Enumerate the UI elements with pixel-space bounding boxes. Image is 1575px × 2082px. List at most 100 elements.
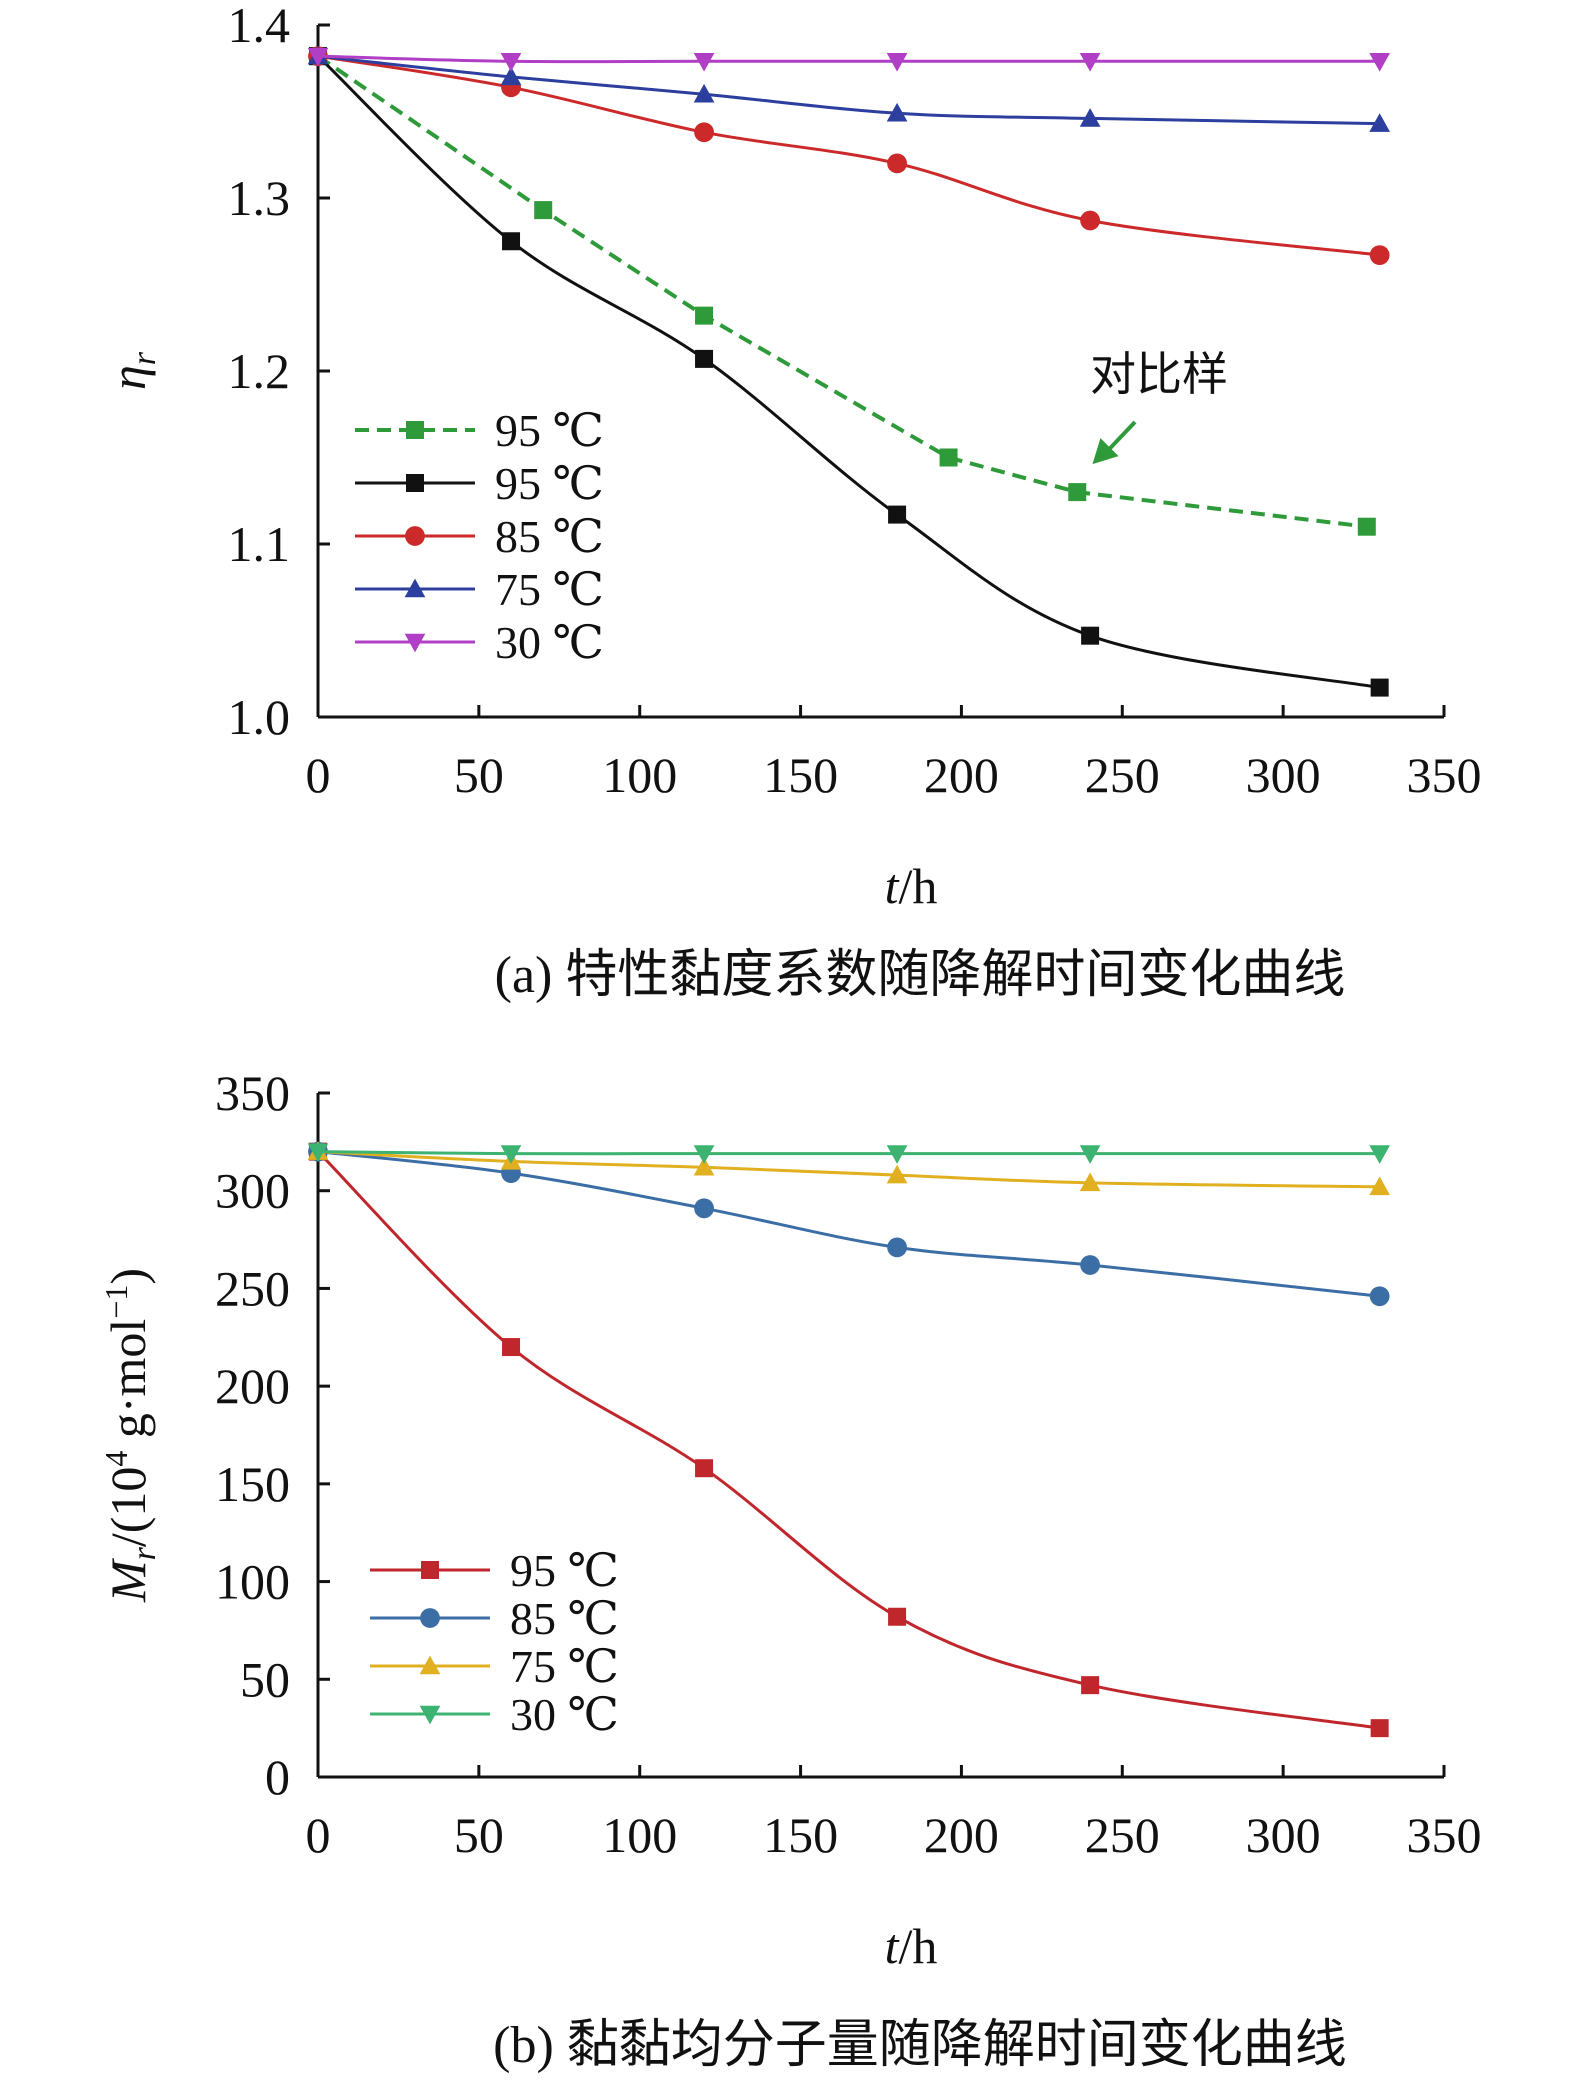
x-tick-label: 100 <box>602 747 677 803</box>
data-point <box>534 201 553 220</box>
chart-panel-a: 0 50 100 150 200 250 300 350 1.0 1.1 1.2 1.3 1.4 t/h η… <box>100 0 1482 1004</box>
y-axis-label: ηr <box>100 351 163 390</box>
data-point <box>1357 517 1376 536</box>
data-point <box>695 349 714 368</box>
data-point <box>886 1164 908 1184</box>
data-point <box>1369 245 1390 265</box>
x-tick-label: 150 <box>763 1807 838 1863</box>
series-4 <box>307 45 1391 132</box>
data-point <box>307 47 329 67</box>
data-point <box>1370 678 1389 697</box>
legend-label: 85 ℃ <box>495 511 604 562</box>
legend-label: 85 ℃ <box>510 1593 619 1644</box>
y-tick-label: 100 <box>215 1554 290 1610</box>
data-point <box>886 1145 908 1164</box>
data-point <box>886 102 908 122</box>
series-2 <box>309 47 1389 697</box>
x-tick-label: 250 <box>1085 747 1160 803</box>
x-tick-label: 200 <box>924 747 999 803</box>
x-axis-label: t/h <box>885 858 938 914</box>
data-point <box>694 122 714 143</box>
y-tick-label: 1.0 <box>228 689 291 745</box>
x-tick-label: 350 <box>1407 747 1482 803</box>
data-point <box>694 1198 714 1219</box>
legend-item: 95 ℃ <box>355 458 604 509</box>
legend-item: 30 ℃ <box>370 1689 619 1740</box>
legend-marker <box>404 578 426 598</box>
data-point <box>1079 53 1101 72</box>
data-point <box>1068 483 1087 502</box>
x-tick-label: 300 <box>1246 1807 1321 1863</box>
chart-panel-b: 0 50 100 150 200 250 300 350 0 50 100 150 200 250 300 3… <box>98 1065 1482 2074</box>
data-point <box>307 1143 329 1162</box>
legend-marker <box>419 1705 441 1725</box>
x-tick-label: 0 <box>306 747 331 803</box>
data-point <box>1080 210 1101 231</box>
y-tick-label: 1.1 <box>228 516 291 572</box>
figure-caption: (a) 特性黏度系数随降解时间变化曲线 <box>495 947 1346 1004</box>
legend-marker <box>405 526 425 546</box>
x-tick-label: 100 <box>602 1807 677 1863</box>
data-point <box>693 1156 715 1176</box>
data-point <box>1080 1255 1101 1275</box>
x-axis-label: t/h <box>885 1918 938 1974</box>
series-line <box>317 54 1380 64</box>
series-line <box>316 55 1380 690</box>
legend-label: 95 ℃ <box>510 1545 619 1596</box>
legend-label: 95 ℃ <box>495 405 604 456</box>
legend-marker <box>419 1655 441 1675</box>
data-point <box>887 1237 907 1258</box>
legend-item: 95 ℃ <box>355 405 604 456</box>
series-line <box>317 54 1380 126</box>
data-point <box>1079 1172 1101 1192</box>
series-line <box>317 1150 1380 1156</box>
series-line <box>316 54 1368 529</box>
data-point <box>1079 108 1101 127</box>
legend-marker <box>404 633 426 653</box>
data-point <box>1081 1676 1100 1695</box>
annotation-arrow-head <box>1092 438 1119 465</box>
data-point <box>1369 53 1391 72</box>
legend-label: 95 ℃ <box>495 458 604 509</box>
legend-marker <box>420 1608 440 1628</box>
data-point <box>500 66 522 86</box>
data-point <box>887 153 907 174</box>
y-tick-label: 350 <box>215 1065 290 1121</box>
series-line <box>317 1150 1380 1189</box>
data-point <box>693 1145 715 1164</box>
legend-item: 75 ℃ <box>370 1641 619 1692</box>
data-point <box>693 53 715 72</box>
x-tick-label: 350 <box>1407 1807 1482 1863</box>
y-axis-label: Mr/(104 g·mol−1) <box>98 1268 163 1603</box>
x-tick-label: 0 <box>306 1807 331 1863</box>
data-point <box>500 53 522 72</box>
series-line <box>316 1150 1380 1730</box>
legend-marker <box>406 474 424 492</box>
series-1 <box>309 1142 1389 1738</box>
y-tick-label: 1.4 <box>228 0 291 53</box>
legend-item: 85 ℃ <box>370 1593 619 1644</box>
legend-label: 30 ℃ <box>510 1689 619 1740</box>
series-3 <box>308 46 1390 265</box>
y-tick-label: 200 <box>215 1358 290 1414</box>
legend-label: 75 ℃ <box>495 564 604 615</box>
data-point <box>886 53 908 72</box>
data-point <box>1369 113 1391 132</box>
legend-item: 95 ℃ <box>370 1545 619 1596</box>
x-tick-label: 150 <box>763 747 838 803</box>
data-point <box>1369 1145 1391 1164</box>
data-point <box>500 1145 522 1164</box>
x-tick-label: 50 <box>454 747 504 803</box>
y-tick-label: 1.2 <box>228 343 291 399</box>
y-tick-label: 250 <box>215 1260 290 1316</box>
data-point <box>502 1338 521 1357</box>
data-point <box>693 83 715 103</box>
legend-item: 85 ℃ <box>355 511 604 562</box>
legend: 95 ℃95 ℃85 ℃75 ℃30 ℃ <box>355 405 604 668</box>
data-point <box>695 306 714 325</box>
data-point <box>888 505 907 524</box>
series-5 <box>307 47 1391 72</box>
x-tick-label: 300 <box>1246 747 1321 803</box>
data-point <box>502 232 521 251</box>
